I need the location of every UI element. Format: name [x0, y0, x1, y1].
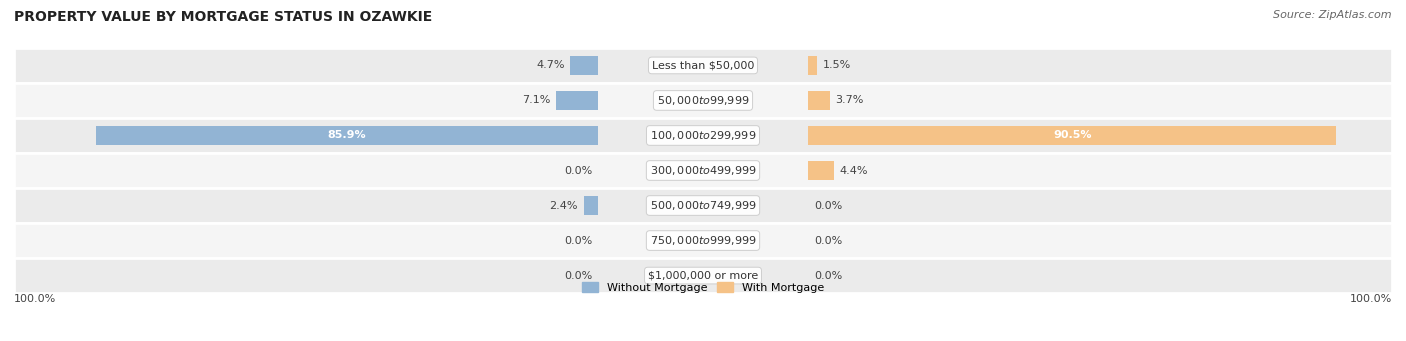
Text: $100,000 to $299,999: $100,000 to $299,999	[650, 129, 756, 142]
Text: 0.0%: 0.0%	[814, 236, 842, 246]
Bar	[808, 161, 834, 180]
Text: $300,000 to $499,999: $300,000 to $499,999	[650, 164, 756, 177]
Text: 100.0%: 100.0%	[14, 294, 56, 305]
Text: 90.5%: 90.5%	[1053, 131, 1091, 140]
Bar	[14, 223, 1392, 258]
Text: 0.0%: 0.0%	[814, 201, 842, 210]
Text: 0.0%: 0.0%	[564, 270, 592, 281]
Bar	[14, 153, 1392, 188]
Text: Source: ZipAtlas.com: Source: ZipAtlas.com	[1274, 10, 1392, 20]
Bar	[14, 118, 1392, 153]
Text: PROPERTY VALUE BY MORTGAGE STATUS IN OZAWKIE: PROPERTY VALUE BY MORTGAGE STATUS IN OZA…	[14, 10, 432, 24]
Text: Less than $50,000: Less than $50,000	[652, 60, 754, 71]
Bar	[14, 83, 1392, 118]
Bar	[808, 56, 817, 75]
Text: 0.0%: 0.0%	[564, 236, 592, 246]
Text: $750,000 to $999,999: $750,000 to $999,999	[650, 234, 756, 247]
Text: 100.0%: 100.0%	[1350, 294, 1392, 305]
Text: 85.9%: 85.9%	[328, 131, 367, 140]
Legend: Without Mortgage, With Mortgage: Without Mortgage, With Mortgage	[578, 278, 828, 297]
Text: $50,000 to $99,999: $50,000 to $99,999	[657, 94, 749, 107]
Bar	[808, 91, 830, 110]
Bar	[14, 258, 1392, 293]
Bar	[557, 91, 598, 110]
Bar	[14, 48, 1392, 83]
Text: $1,000,000 or more: $1,000,000 or more	[648, 270, 758, 281]
Text: $500,000 to $749,999: $500,000 to $749,999	[650, 199, 756, 212]
Text: 0.0%: 0.0%	[814, 270, 842, 281]
Bar	[571, 56, 598, 75]
Bar	[808, 126, 1337, 145]
Bar	[14, 188, 1392, 223]
Bar	[97, 126, 598, 145]
Text: 0.0%: 0.0%	[564, 165, 592, 176]
Text: 7.1%: 7.1%	[522, 95, 551, 105]
Text: 4.7%: 4.7%	[536, 60, 565, 71]
Text: 1.5%: 1.5%	[823, 60, 851, 71]
Bar	[583, 196, 598, 215]
Text: 2.4%: 2.4%	[550, 201, 578, 210]
Text: 3.7%: 3.7%	[835, 95, 863, 105]
Text: 4.4%: 4.4%	[839, 165, 868, 176]
